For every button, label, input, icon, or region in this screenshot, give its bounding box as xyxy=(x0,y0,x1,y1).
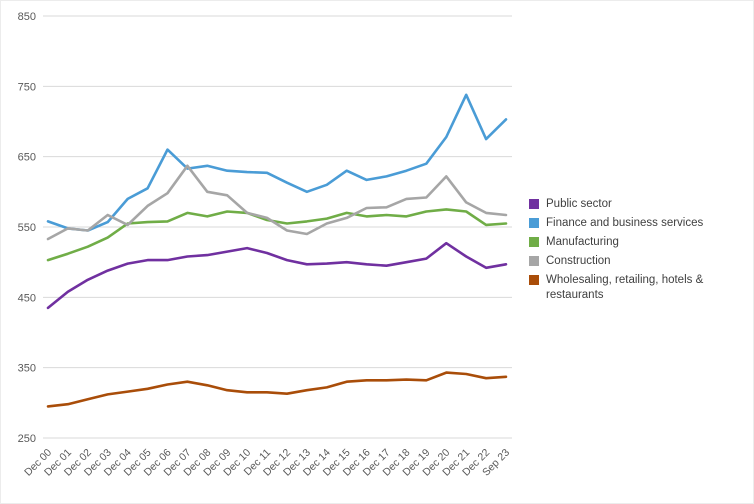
series-line-wholesaling-retailing-hotels-restaurants xyxy=(46,371,508,408)
legend-label: Finance and business services xyxy=(546,216,704,229)
legend-item: Finance and business services xyxy=(529,216,747,231)
series-line-public-sector xyxy=(46,241,508,310)
legend-swatch xyxy=(529,217,539,228)
legend-item: Public sector xyxy=(529,197,747,212)
series-line-finance-and-business-services xyxy=(46,93,508,232)
legend-label: Public sector xyxy=(546,198,612,210)
chart-legend: Public sector Finance and business servic… xyxy=(529,197,747,303)
series-line-manufacturing xyxy=(46,208,508,262)
legend-item: Wholesaling, retailing, hotels & restaur… xyxy=(529,273,747,303)
y-tick-label: 350 xyxy=(18,363,36,375)
legend-swatch xyxy=(529,274,539,285)
y-tick-label: 650 xyxy=(18,152,36,164)
legend-swatch xyxy=(529,255,539,266)
y-tick-label: 450 xyxy=(18,292,36,304)
y-tick-label: 250 xyxy=(18,433,36,445)
y-tick-label: 750 xyxy=(18,81,36,93)
series-line-construction xyxy=(46,164,508,241)
legend-label: Manufacturing xyxy=(546,235,619,248)
legend-label: Wholesaling, retailing, hotels & restaur… xyxy=(546,273,704,301)
y-tick-label: 850 xyxy=(18,11,36,23)
legend-item: Construction xyxy=(529,254,747,269)
legend-swatch xyxy=(529,199,539,209)
legend-swatch xyxy=(529,236,539,247)
legend-item: Manufacturing xyxy=(529,235,747,250)
y-tick-label: 550 xyxy=(18,222,36,234)
legend-label: Construction xyxy=(546,254,611,267)
